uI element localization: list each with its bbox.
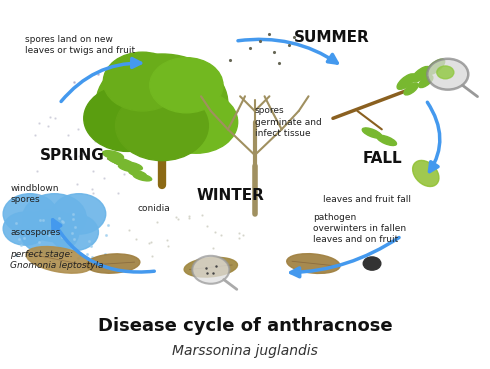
Text: windblown
spores: windblown spores bbox=[10, 184, 59, 204]
Text: WINTER: WINTER bbox=[196, 188, 264, 203]
Ellipse shape bbox=[129, 170, 147, 177]
Ellipse shape bbox=[112, 158, 133, 167]
Ellipse shape bbox=[184, 257, 238, 277]
Text: ascospores: ascospores bbox=[10, 228, 61, 237]
Ellipse shape bbox=[86, 254, 140, 273]
Circle shape bbox=[116, 91, 208, 161]
Text: spores
germinate and
infect tissue: spores germinate and infect tissue bbox=[255, 106, 321, 138]
Text: Disease cycle of anthracnose: Disease cycle of anthracnose bbox=[98, 317, 392, 335]
Text: leaves and fruit fall: leaves and fruit fall bbox=[323, 195, 411, 204]
Ellipse shape bbox=[413, 161, 439, 186]
Circle shape bbox=[20, 210, 79, 254]
Circle shape bbox=[3, 212, 47, 245]
Ellipse shape bbox=[418, 76, 433, 87]
Text: SUMMER: SUMMER bbox=[294, 30, 369, 45]
Circle shape bbox=[84, 85, 172, 151]
Circle shape bbox=[96, 54, 228, 153]
Ellipse shape bbox=[412, 66, 430, 82]
Circle shape bbox=[363, 257, 381, 270]
Circle shape bbox=[23, 194, 86, 241]
Circle shape bbox=[427, 59, 468, 90]
Ellipse shape bbox=[133, 173, 152, 181]
Text: perfect stage:
Gnomonia leptostyla: perfect stage: Gnomonia leptostyla bbox=[10, 250, 104, 270]
Circle shape bbox=[52, 194, 106, 234]
Circle shape bbox=[49, 214, 98, 251]
Text: FALL: FALL bbox=[362, 151, 402, 166]
Ellipse shape bbox=[287, 254, 340, 273]
Text: conidia: conidia bbox=[138, 204, 170, 213]
Text: SPRING: SPRING bbox=[40, 148, 104, 163]
Circle shape bbox=[150, 58, 223, 113]
Ellipse shape bbox=[426, 59, 445, 75]
Circle shape bbox=[103, 52, 181, 111]
Circle shape bbox=[192, 256, 229, 284]
Ellipse shape bbox=[377, 135, 396, 145]
Ellipse shape bbox=[404, 83, 418, 95]
Ellipse shape bbox=[437, 66, 454, 79]
Text: Marssonina juglandis: Marssonina juglandis bbox=[172, 344, 318, 358]
Ellipse shape bbox=[123, 162, 143, 170]
Ellipse shape bbox=[26, 246, 93, 273]
Ellipse shape bbox=[119, 164, 137, 172]
Text: spores land on new
leaves or twigs and fruit: spores land on new leaves or twigs and f… bbox=[25, 35, 135, 55]
Circle shape bbox=[155, 91, 238, 153]
Circle shape bbox=[3, 194, 57, 234]
Ellipse shape bbox=[109, 157, 127, 164]
Ellipse shape bbox=[362, 128, 382, 138]
Ellipse shape bbox=[102, 151, 123, 159]
Ellipse shape bbox=[397, 74, 416, 89]
Text: pathogen
overwinters in fallen
leaves and on fruit: pathogen overwinters in fallen leaves an… bbox=[314, 213, 407, 244]
